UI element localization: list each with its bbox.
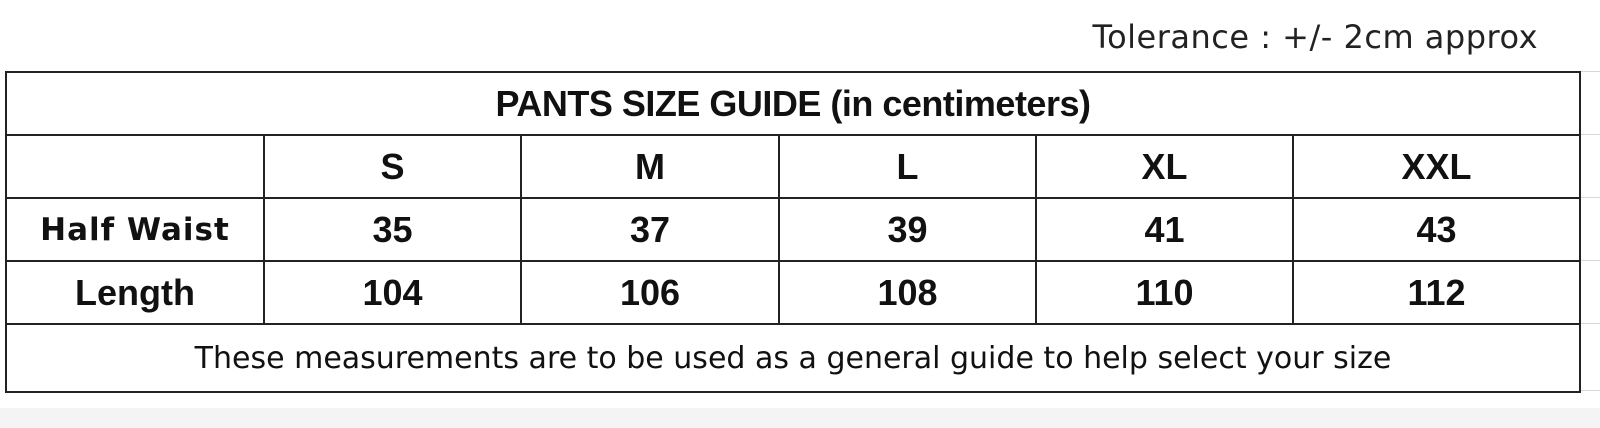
table-title: PANTS SIZE GUIDE (in centimeters) [5,71,1581,136]
empty-cell [5,134,265,199]
background-band [0,408,1600,428]
tolerance-note: Tolerance : +/- 2cm approx [1092,18,1538,56]
table-row: Half Waist 35 37 39 41 43 [5,197,1581,262]
size-header: XXL [1292,134,1581,199]
footer-note: These measurements are to be used as a g… [5,323,1581,393]
row-label: Length [5,260,265,325]
size-header: XL [1035,134,1294,199]
table-cell: 108 [778,260,1037,325]
table-cell: 112 [1292,260,1581,325]
table-cell: 37 [520,197,780,262]
gridline [1580,197,1600,198]
table-row: Length 104 106 108 110 112 [5,260,1581,325]
table-cell: 39 [778,197,1037,262]
size-header-row: S M L XL XXL [5,134,1581,199]
gridline [1580,260,1600,261]
gridline [1580,323,1600,324]
table-cell: 41 [1035,197,1294,262]
table-cell: 43 [1292,197,1581,262]
table-cell: 104 [263,260,522,325]
size-header: S [263,134,522,199]
table-cell: 110 [1035,260,1294,325]
size-header: M [520,134,780,199]
gridline [1580,390,1600,391]
gridline [1580,134,1600,135]
size-header: L [778,134,1037,199]
table-cell: 106 [520,260,780,325]
table-cell: 35 [263,197,522,262]
row-label: Half Waist [5,197,265,262]
gridline [1580,71,1600,72]
size-guide-table: PANTS SIZE GUIDE (in centimeters) S M L … [5,71,1581,393]
